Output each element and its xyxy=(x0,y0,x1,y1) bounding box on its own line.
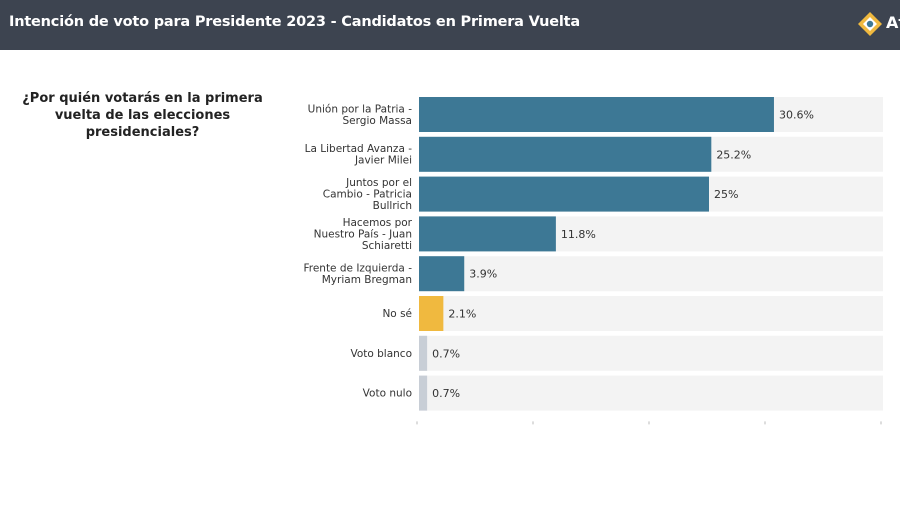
brand-name: At xyxy=(886,13,900,32)
category-label-line: Cambio - Patricia xyxy=(323,189,412,201)
category-label-line: La Libertad Avanza - xyxy=(305,143,413,155)
bar-track xyxy=(419,256,883,292)
title-bar: Intención de voto para Presidente 2023 -… xyxy=(0,0,900,50)
category-label: Unión por la Patria -Sergio Massa xyxy=(308,103,413,127)
category-label-line: Myriam Bregman xyxy=(322,274,412,286)
page-title: Intención de voto para Presidente 2023 -… xyxy=(9,14,580,30)
bar xyxy=(419,136,712,172)
category-label-line: Hacemos por xyxy=(343,217,413,229)
data-label: 0.7% xyxy=(432,387,460,400)
bar xyxy=(419,256,465,292)
category-label: La Libertad Avanza -Javier Milei xyxy=(305,143,413,167)
category-label-line: Unión por la Patria - xyxy=(308,103,413,115)
data-label: 3.9% xyxy=(469,268,497,281)
bar xyxy=(419,176,709,212)
category-label-line: Voto nulo xyxy=(363,388,412,400)
bar xyxy=(419,296,444,331)
category-label-line: Voto blanco xyxy=(350,348,412,360)
bar xyxy=(419,97,774,132)
category-label-line: No sé xyxy=(382,308,412,320)
data-label: 25% xyxy=(714,188,738,201)
bar-track xyxy=(419,296,883,331)
category-label-line: Nuestro País - Juan xyxy=(314,228,412,240)
data-label: 25.2% xyxy=(716,148,751,161)
bar-track xyxy=(419,335,883,371)
category-label: Voto blanco xyxy=(350,348,412,360)
brand-logo-icon xyxy=(858,12,882,36)
category-label: Juntos por el Cambio - Patricia Bullrich xyxy=(323,177,412,212)
bar-track xyxy=(419,375,883,411)
bar xyxy=(419,216,556,252)
bar xyxy=(419,375,428,411)
survey-question: ¿Por quién votarás en la primera vuelta … xyxy=(22,91,263,140)
bar xyxy=(419,335,428,371)
data-label: 2.1% xyxy=(448,308,476,321)
category-label: Voto nulo xyxy=(363,388,412,400)
category-label: Frente de Izquierda -Myriam Bregman xyxy=(303,262,412,286)
category-label: Hacemos por Nuestro País - Juan Schiaretti xyxy=(314,217,413,252)
category-label-line: Frente de Izquierda - xyxy=(303,262,412,274)
data-label: 11.8% xyxy=(561,228,596,241)
category-label-line: Javier Milei xyxy=(354,155,412,167)
category-label-line: Bullrich xyxy=(373,200,412,212)
category-label: No sé xyxy=(382,308,412,320)
data-label: 0.7% xyxy=(432,347,460,360)
category-label-line: Juntos por el xyxy=(345,177,412,189)
data-label: 30.6% xyxy=(779,109,814,122)
category-label-line: Schiaretti xyxy=(362,240,412,252)
category-label-line: Sergio Massa xyxy=(343,115,412,127)
